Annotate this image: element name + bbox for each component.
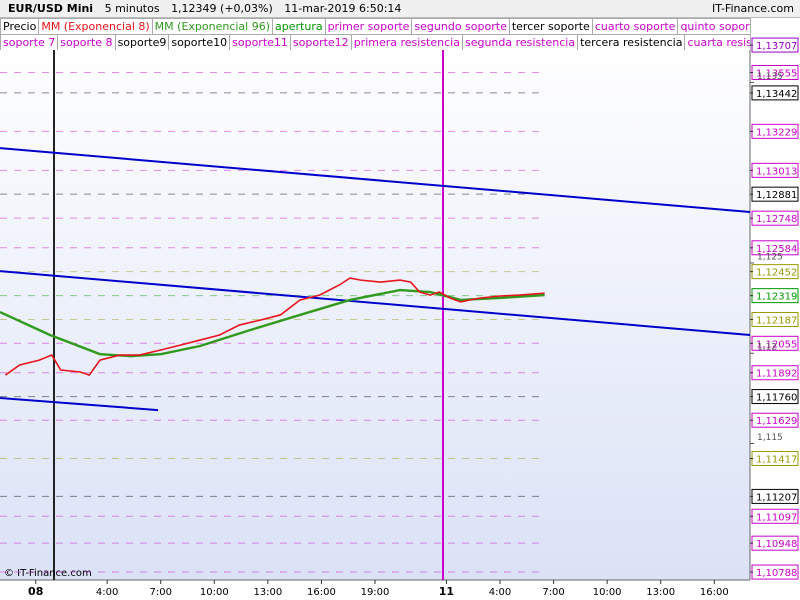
y-tick-label: 1,11207 xyxy=(756,492,797,503)
x-tick-label: 4:00 xyxy=(96,587,118,598)
y-tick-label: 1,12319 xyxy=(756,292,797,303)
trendline xyxy=(0,397,159,412)
datetime: 11-mar-2019 6:50:14 xyxy=(284,2,402,15)
series-line xyxy=(0,288,545,358)
quote: 1,12349 (+0,03%) xyxy=(171,2,273,15)
y-tick-label: 1,13229 xyxy=(756,127,797,138)
y-tick-label: 1,11760 xyxy=(756,393,797,404)
legend-entry: soporte11 xyxy=(229,34,291,50)
minor-tick-label: 1,12 xyxy=(757,343,777,353)
legend-entry: soporte10 xyxy=(168,34,231,50)
x-tick-label: 10:00 xyxy=(593,587,622,598)
trendline xyxy=(0,270,751,336)
legend-entry: apertura xyxy=(272,18,326,34)
timeframe: 5 minutos xyxy=(104,2,160,15)
watermark: © IT-Finance.com xyxy=(4,568,92,579)
y-tick-label: 1,13442 xyxy=(756,89,797,100)
x-tick-label: 13:00 xyxy=(253,587,282,598)
y-tick-label: 1,11892 xyxy=(756,369,797,380)
legend-row: Precio MM (Exponencial 8) MM (Exponencial … xyxy=(0,18,750,34)
x-tick-label: 16:00 xyxy=(307,587,336,598)
legend-entry: cuarta resistencia xyxy=(684,34,750,50)
y-tick-label: 1,12748 xyxy=(756,214,797,225)
legend-entry: segunda resistencia xyxy=(461,34,579,50)
x-tick-label: 7:00 xyxy=(542,587,564,598)
y-tick-label: 1,10788 xyxy=(756,568,797,579)
y-tick-label: 1,13707 xyxy=(756,41,797,52)
x-tick-label: 7:00 xyxy=(149,587,171,598)
y-tick-label: 1,11629 xyxy=(756,416,797,427)
x-tick-label: 16:00 xyxy=(700,587,729,598)
y-tick-label: 1,12187 xyxy=(756,315,797,326)
y-tick-label: 1,13555 xyxy=(756,68,797,79)
legend-entry: soporte12 xyxy=(289,34,352,50)
x-tick-label: 4:00 xyxy=(489,587,511,598)
legend-entry: tercera resistencia xyxy=(577,34,686,50)
y-tick-label: 1,11417 xyxy=(756,454,797,465)
minor-tick-label: 1,135 xyxy=(757,72,783,82)
legend-entry: primer soporte xyxy=(324,18,413,34)
legend-entry: MM (Exponencial 96) xyxy=(151,18,274,34)
legend-entry: MM (Exponencial 8) xyxy=(38,18,153,34)
legend-entry: tercer soporte xyxy=(508,18,593,34)
legend-row: soporte 7 soporte 8 soporte9 soporte10 sopor… xyxy=(0,34,750,50)
instrument: EUR/USD Mini xyxy=(8,2,94,15)
y-tick-label: 1,12055 xyxy=(756,339,797,350)
x-tick-label: 11 xyxy=(439,585,454,598)
header: EUR/USD Mini 5 minutos 1,12349 (+0,03%) … xyxy=(0,0,800,18)
legend-entry: soporte9 xyxy=(114,34,170,50)
trendline xyxy=(0,147,751,214)
legend-entry: primera resistencia xyxy=(350,34,463,50)
legend-entry: soporte 8 xyxy=(57,34,116,50)
y-tick-label: 1,13013 xyxy=(756,166,797,177)
series-line xyxy=(4,277,545,377)
legend-entry: soporte 7 xyxy=(0,34,59,50)
x-tick-label: 08 xyxy=(28,585,43,598)
y-tick-label: 1,12584 xyxy=(756,244,797,255)
x-tick-label: 10:00 xyxy=(200,587,229,598)
y-tick-label: 1,11097 xyxy=(756,512,797,523)
legend-entry: cuarto soporte xyxy=(591,18,679,34)
y-tick-label: 1,10948 xyxy=(756,539,797,550)
minor-tick-label: 1,115 xyxy=(757,433,783,443)
x-tick-label: 19:00 xyxy=(361,587,390,598)
legend-entry: Precio xyxy=(0,18,40,34)
y-tick-label: 1,12881 xyxy=(756,190,797,201)
plot-area xyxy=(0,38,750,580)
minor-tick-label: 1,125 xyxy=(757,252,783,262)
y-tick-label: 1,12452 xyxy=(756,268,797,279)
x-tick-label: 13:00 xyxy=(646,587,675,598)
legend-entry: quinto soporte xyxy=(677,18,750,34)
legend-entry: segundo soporte xyxy=(411,18,510,34)
brand: IT-Finance.com xyxy=(712,2,794,15)
